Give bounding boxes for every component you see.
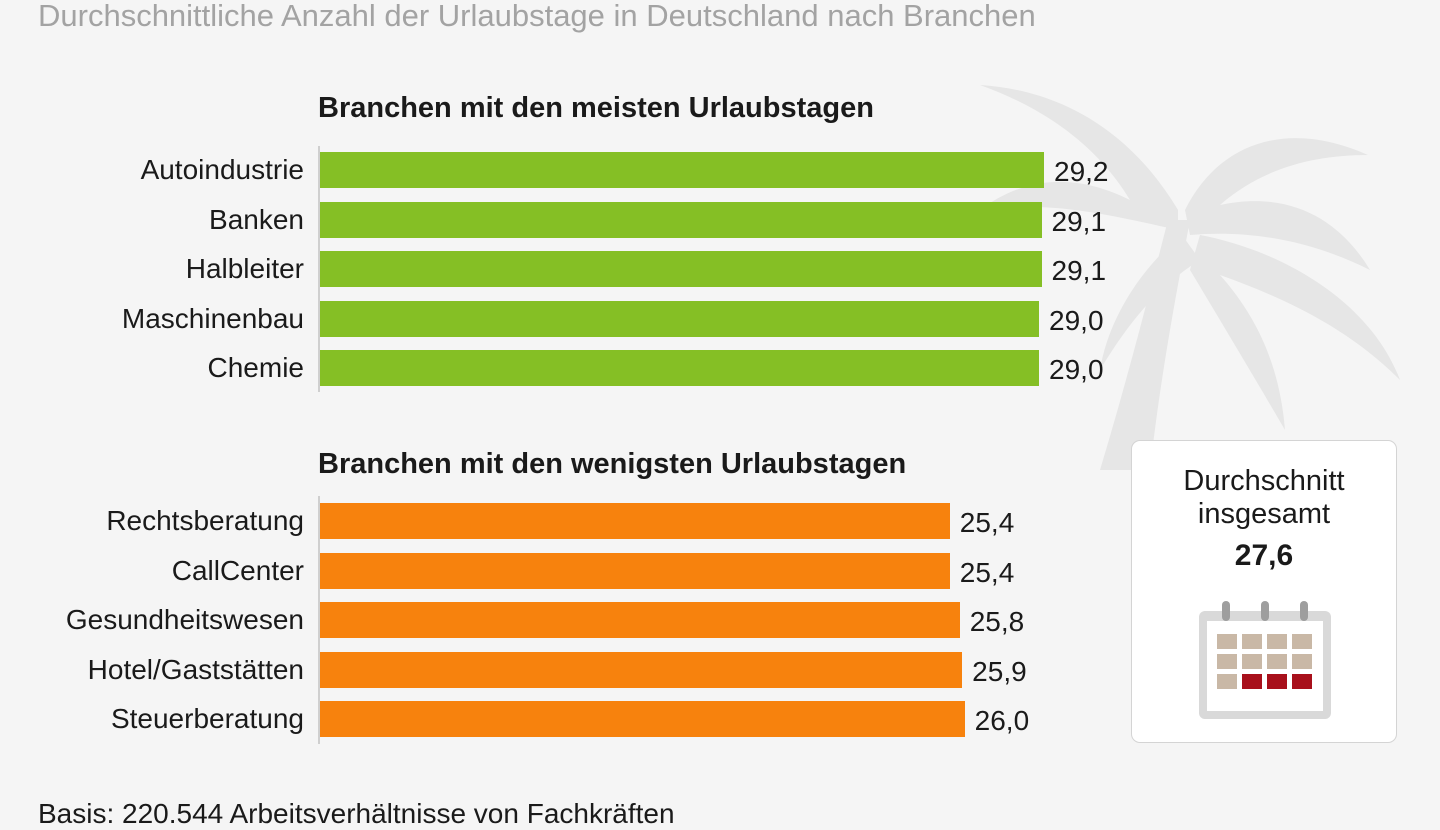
category-label: Maschinenbau bbox=[121, 302, 304, 334]
bar bbox=[320, 251, 1042, 287]
bar bbox=[320, 152, 1044, 188]
bottom-section-title: Branchen mit den wenigsten Urlaubstagen bbox=[318, 448, 907, 480]
average-label: Durchschnitt insgesamt bbox=[1183, 465, 1345, 530]
bar bbox=[320, 201, 1042, 238]
category-label: Chemie bbox=[207, 352, 304, 383]
data-label: 25,4 bbox=[959, 556, 1015, 588]
bar-row: Rechtsberatung 25,4 bbox=[0, 503, 1440, 539]
data-label: 29,1 bbox=[1051, 255, 1107, 286]
bar bbox=[320, 503, 950, 539]
data-label: 29,0 bbox=[1049, 304, 1104, 336]
category-label: CallCenter bbox=[171, 554, 304, 586]
category-label: Steuerberatung bbox=[110, 703, 304, 734]
average-value: 27,6 bbox=[1234, 539, 1294, 572]
bar bbox=[320, 651, 963, 688]
category-label: Hotel/Gaststätten bbox=[87, 653, 304, 685]
bar bbox=[320, 602, 960, 638]
bar bbox=[320, 300, 1040, 337]
data-label: 25,4 bbox=[959, 507, 1015, 538]
bar bbox=[320, 701, 965, 737]
bar-row: Banken 29,1 bbox=[0, 201, 1440, 238]
bar bbox=[320, 350, 1040, 386]
data-label: 26,0 bbox=[974, 705, 1030, 736]
top-section-title: Branchen mit den meisten Urlaubstagen bbox=[318, 92, 874, 124]
data-label: 29,1 bbox=[1051, 205, 1107, 237]
bar-row: Gesundheitswesen 25,8 bbox=[0, 602, 1440, 638]
category-label: Autoindustrie bbox=[140, 154, 304, 185]
calendar-icon bbox=[1199, 601, 1331, 719]
bar-row: Steuerberatung 26,0 bbox=[0, 701, 1440, 737]
top-axis-line bbox=[318, 146, 320, 392]
data-label: 29,2 bbox=[1054, 156, 1109, 187]
category-label: Banken bbox=[209, 203, 304, 235]
bar-row: Halbleiter 29,1 bbox=[0, 251, 1440, 287]
chart-subtitle: Durchschnittliche Anzahl der Urlaubstage… bbox=[38, 0, 1036, 33]
bar-row: CallCenter 25,4 bbox=[0, 552, 1440, 589]
bar-row: Maschinenbau 29,0 bbox=[0, 300, 1440, 337]
palm-tree-icon bbox=[980, 85, 1400, 470]
bar-row: Hotel/Gaststätten 25,9 bbox=[0, 651, 1440, 688]
average-card: Durchschnitt insgesamt 27,6 bbox=[1131, 440, 1397, 743]
data-label: 25,8 bbox=[969, 606, 1025, 637]
bar-row: Chemie 29,0 bbox=[0, 350, 1440, 386]
bottom-axis-line bbox=[318, 496, 320, 744]
data-label: 29,0 bbox=[1049, 354, 1104, 385]
data-label: 25,9 bbox=[972, 655, 1027, 687]
category-label: Halbleiter bbox=[185, 253, 304, 284]
source-note: Basis: 220.544 Arbeitsverhältnisse von F… bbox=[38, 798, 675, 829]
bar-row: Autoindustrie 29,2 bbox=[0, 152, 1440, 188]
category-label: Rechtsberatung bbox=[106, 505, 304, 536]
category-label: Gesundheitswesen bbox=[65, 604, 304, 635]
bar bbox=[320, 552, 950, 589]
